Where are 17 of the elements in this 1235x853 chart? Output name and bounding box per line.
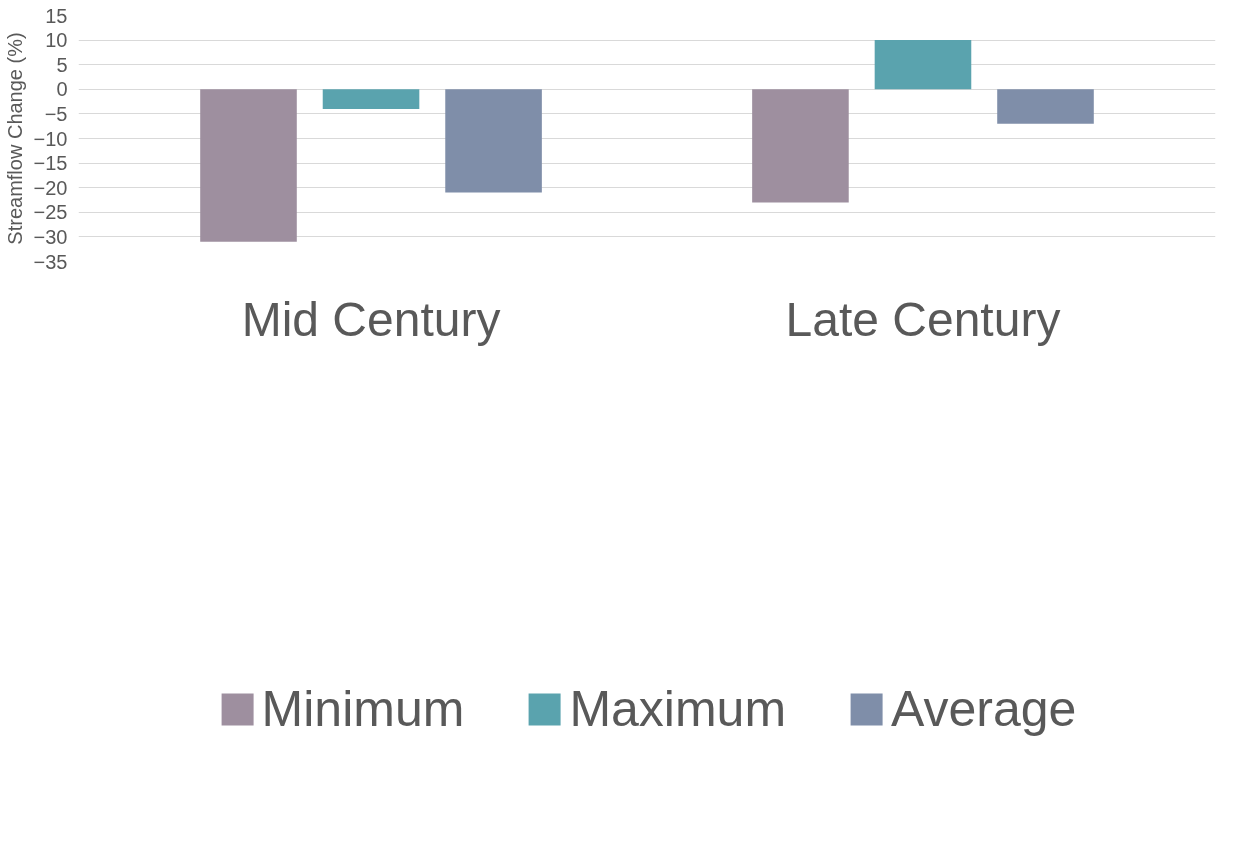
legend-label: Average bbox=[891, 679, 1077, 738]
y-tick-label: −20 bbox=[33, 176, 68, 199]
y-tick-label: 5 bbox=[56, 53, 68, 76]
y-tick-label: 0 bbox=[56, 78, 68, 101]
y-tick-label: −25 bbox=[33, 201, 68, 224]
legend-label: Minimum bbox=[261, 679, 465, 738]
y-tick-label: −35 bbox=[33, 250, 68, 273]
y-tick-label: −10 bbox=[33, 127, 68, 150]
y-tick-label: 10 bbox=[45, 29, 68, 52]
y-tick-label: −5 bbox=[44, 102, 68, 125]
y-tick-label: −30 bbox=[33, 225, 68, 248]
y-tick-label: 15 bbox=[45, 4, 68, 27]
y-axis-title: Streamflow Change (%) bbox=[3, 32, 26, 245]
x-tick-label: Late Century bbox=[785, 292, 1061, 346]
legend-label: Maximum bbox=[569, 679, 787, 738]
y-tick-label: −15 bbox=[33, 152, 68, 175]
x-tick-label: Mid Century bbox=[241, 292, 501, 346]
